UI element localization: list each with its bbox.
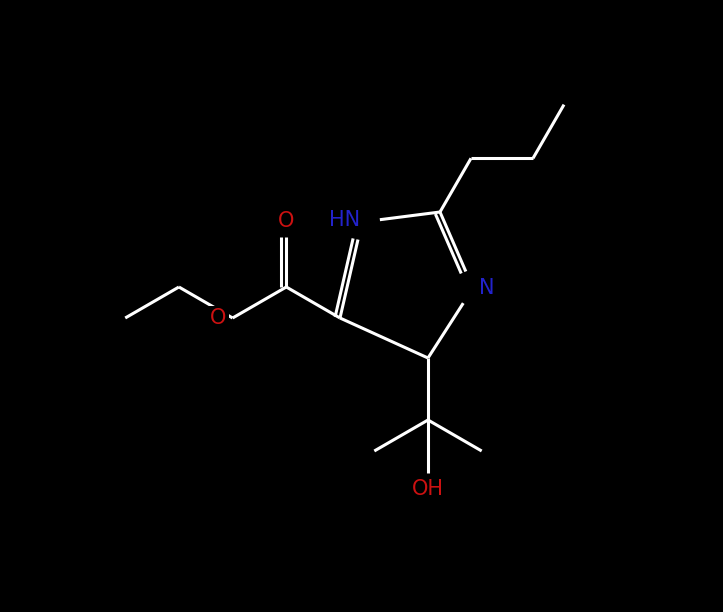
Text: OH: OH: [412, 479, 444, 499]
Text: N: N: [479, 278, 495, 298]
Text: O: O: [278, 211, 294, 231]
Text: O: O: [210, 308, 226, 328]
Text: HN: HN: [329, 210, 360, 230]
